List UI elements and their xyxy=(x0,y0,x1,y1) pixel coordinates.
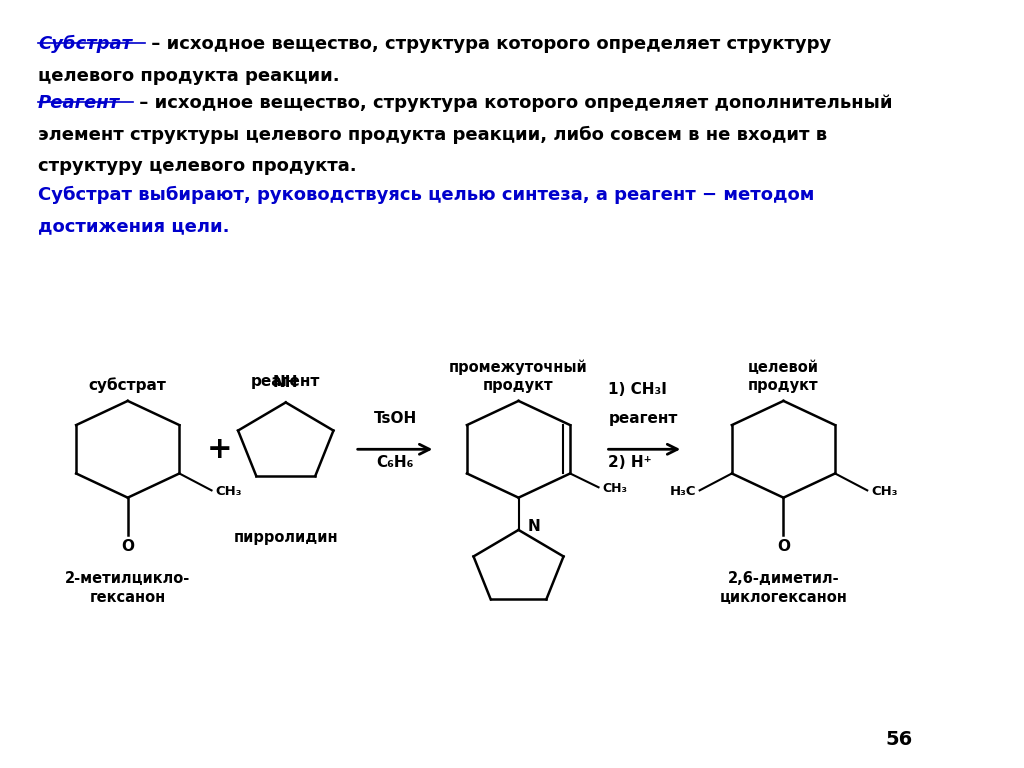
Text: Субстрат: Субстрат xyxy=(38,35,132,53)
Text: субстрат: субстрат xyxy=(89,378,167,393)
Text: реагент: реагент xyxy=(251,373,321,389)
Text: целевого продукта реакции.: целевого продукта реакции. xyxy=(38,67,340,84)
Text: +: + xyxy=(207,435,232,464)
Text: элемент структуры целевого продукта реакции, либо совсем в не входит в: элемент структуры целевого продукта реак… xyxy=(38,126,827,144)
Text: 1) CH₃I: 1) CH₃I xyxy=(608,382,668,397)
Text: C₆H₆: C₆H₆ xyxy=(377,455,414,471)
Text: Субстрат выбирают, руководствуясь целью синтеза, а реагент − методом: Субстрат выбирают, руководствуясь целью … xyxy=(38,186,814,204)
Text: целевой
продукт: целевой продукт xyxy=(748,359,819,393)
Text: CH₃: CH₃ xyxy=(871,485,897,498)
Text: CH₃: CH₃ xyxy=(602,482,628,495)
Text: NH: NH xyxy=(273,375,299,390)
Text: TsOH: TsOH xyxy=(374,411,417,426)
Text: реагент: реагент xyxy=(608,411,678,426)
Text: 2-метилцикло-
гексанон: 2-метилцикло- гексанон xyxy=(66,571,190,605)
Text: Реагент: Реагент xyxy=(38,94,120,111)
Text: пирролидин: пирролидин xyxy=(233,530,338,545)
Text: достижения цели.: достижения цели. xyxy=(38,217,229,235)
Text: O: O xyxy=(777,539,790,554)
Text: 2,6-диметил-
циклогексанон: 2,6-диметил- циклогексанон xyxy=(720,571,848,605)
Text: – исходное вещество, структура которого определяет дополнительный: – исходное вещество, структура которого … xyxy=(133,94,893,111)
Text: H₃C: H₃C xyxy=(670,485,696,498)
Text: структуру целевого продукта.: структуру целевого продукта. xyxy=(38,157,356,175)
Text: – исходное вещество, структура которого определяет структуру: – исходное вещество, структура которого … xyxy=(144,35,831,52)
Text: N: N xyxy=(528,518,541,534)
Text: 2) H⁺: 2) H⁺ xyxy=(608,455,652,471)
Text: CH₃: CH₃ xyxy=(215,485,242,498)
Text: O: O xyxy=(121,539,134,554)
Text: промежуточный
продукт: промежуточный продукт xyxy=(450,359,588,393)
Text: 56: 56 xyxy=(886,730,913,749)
